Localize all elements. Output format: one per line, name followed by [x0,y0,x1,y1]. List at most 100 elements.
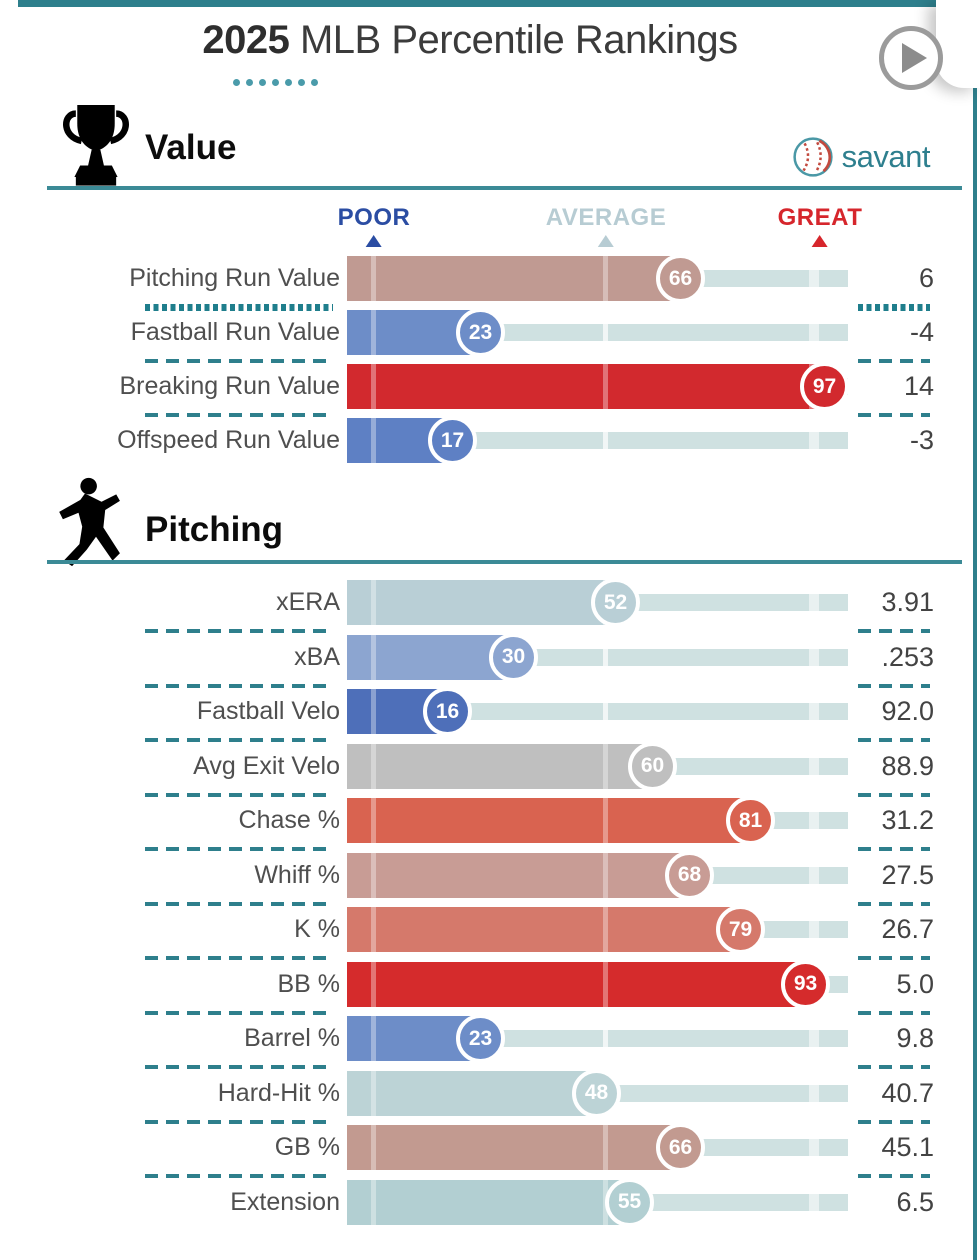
percentile-row: GB % 66 45.1 [0,1123,980,1178]
section-underline [47,560,962,564]
percentile-bar[interactable]: 93 [347,959,848,1009]
percentile-bar[interactable]: 48 [347,1068,848,1118]
stat-value: 92.0 [881,696,934,726]
percentile-badge[interactable]: 16 [423,687,472,736]
percentile-bar[interactable]: 52 [347,578,848,627]
stat-label[interactable]: Whiff % [254,860,340,889]
percentile-row: xBA 30 .253 [0,632,980,688]
percentile-fill [347,1125,681,1170]
percentile-fill [347,256,681,301]
percentile-bar[interactable]: 79 [347,905,848,954]
row-divider [0,901,980,908]
percentile-badge[interactable]: 17 [428,416,477,465]
percentile-badge[interactable]: 52 [591,578,640,627]
stat-value: 40.7 [881,1077,934,1108]
percentile-bar[interactable]: 17 [347,416,848,465]
percentile-badge[interactable]: 30 [489,632,538,682]
percentile-badge[interactable]: 55 [605,1177,654,1227]
section-title: Value [145,128,237,167]
stat-label[interactable]: Pitching Run Value [129,264,340,292]
row-divider [0,1119,980,1126]
percentile-badge[interactable]: 93 [781,959,830,1009]
percentile-badge[interactable]: 68 [665,850,714,900]
stat-label[interactable]: Chase % [238,806,340,834]
stat-value: 5.0 [896,968,934,999]
stat-value: .253 [881,641,934,672]
percentile-row: Whiff % 68 27.5 [0,850,980,906]
percentile-bar[interactable]: 68 [347,850,848,900]
section-underline [47,186,962,190]
stat-label[interactable]: GB % [274,1133,340,1161]
percentile-badge[interactable]: 48 [572,1068,621,1118]
percentile-bar[interactable]: 60 [347,741,848,791]
percentile-bar[interactable]: 23 [347,308,848,357]
percentile-badge[interactable]: 97 [800,362,849,411]
percentile-badge[interactable]: 60 [628,741,677,791]
percentile-row: Breaking Run Value 97 14 [0,362,980,417]
percentile-bar[interactable]: 23 [347,1014,848,1063]
row-divider [0,792,980,799]
trophy-icon [60,102,132,195]
percentile-row: Barrel % 23 9.8 [0,1014,980,1069]
percentile-badge[interactable]: 66 [656,1123,705,1172]
stat-value: 45.1 [881,1132,934,1162]
row-divider [0,955,980,962]
percentile-bar[interactable]: 66 [347,254,848,303]
stat-label[interactable]: xBA [294,642,340,671]
percentile-badge[interactable]: 81 [726,796,775,845]
percentile-row: Pitching Run Value 66 6 [0,254,980,311]
great-marker-icon [812,235,828,247]
stat-label[interactable]: Fastball Velo [196,697,340,725]
percentile-row: xERA 52 3.91 [0,578,980,633]
stat-label[interactable]: Avg Exit Velo [193,751,340,780]
average-marker-icon [598,235,614,247]
row-divider [0,628,980,635]
percentile-bar[interactable]: 81 [347,796,848,845]
percentile-badge[interactable]: 79 [716,905,765,954]
scale-average: AVERAGE [546,204,666,247]
percentile-row: Fastball Run Value 23 -4 [0,308,980,363]
corner-card [936,0,980,88]
row-divider [0,1064,980,1071]
stat-value: 6 [918,263,934,293]
stat-label[interactable]: Extension [230,1187,340,1216]
stat-label[interactable]: Barrel % [244,1024,340,1052]
percentile-row: K % 79 26.7 [0,905,980,960]
top-border [18,0,980,7]
percentile-bar[interactable]: 66 [347,1123,848,1172]
stat-label[interactable]: xERA [276,588,340,616]
percentile-bar[interactable]: 97 [347,362,849,411]
stat-label[interactable]: BB % [277,969,340,998]
stat-value: 26.7 [881,914,934,944]
scale-great-label: GREAT [777,204,863,231]
stat-label[interactable]: Fastball Run Value [130,318,340,346]
poor-marker-icon [366,235,382,247]
stat-label[interactable]: K % [294,915,340,943]
stat-label[interactable]: Hard-Hit % [217,1078,340,1107]
percentile-row: Offspeed Run Value 17 -3 [0,416,980,465]
percentile-bar[interactable]: 16 [347,687,848,736]
percentile-fill [347,364,825,409]
percentile-row: Extension 55 6.5 [0,1177,980,1227]
percentile-bar[interactable]: 55 [347,1177,848,1227]
percentile-fill [347,580,616,625]
stat-value: 14 [903,371,934,401]
percentile-badge[interactable]: 23 [456,308,505,357]
percentile-row: BB % 93 5.0 [0,959,980,1015]
page-title: 2025 MLB Percentile Rankings [0,18,940,63]
percentile-bar[interactable]: 30 [347,632,848,682]
percentile-fill [347,743,653,789]
play-button[interactable] [879,26,943,90]
stat-label[interactable]: Breaking Run Value [119,372,340,400]
stat-label[interactable]: Offspeed Run Value [117,426,340,454]
percentile-fill [347,1179,630,1225]
stat-value: -4 [909,317,934,347]
scale-great: GREAT [778,204,863,247]
stat-value: 3.91 [881,587,934,617]
percentile-badge[interactable]: 23 [456,1014,505,1063]
row-divider [0,846,980,853]
percentile-row: Avg Exit Velo 60 88.9 [0,741,980,797]
row-divider [0,737,980,744]
scale-poor: POOR [338,204,411,247]
percentile-badge[interactable]: 66 [656,254,705,303]
